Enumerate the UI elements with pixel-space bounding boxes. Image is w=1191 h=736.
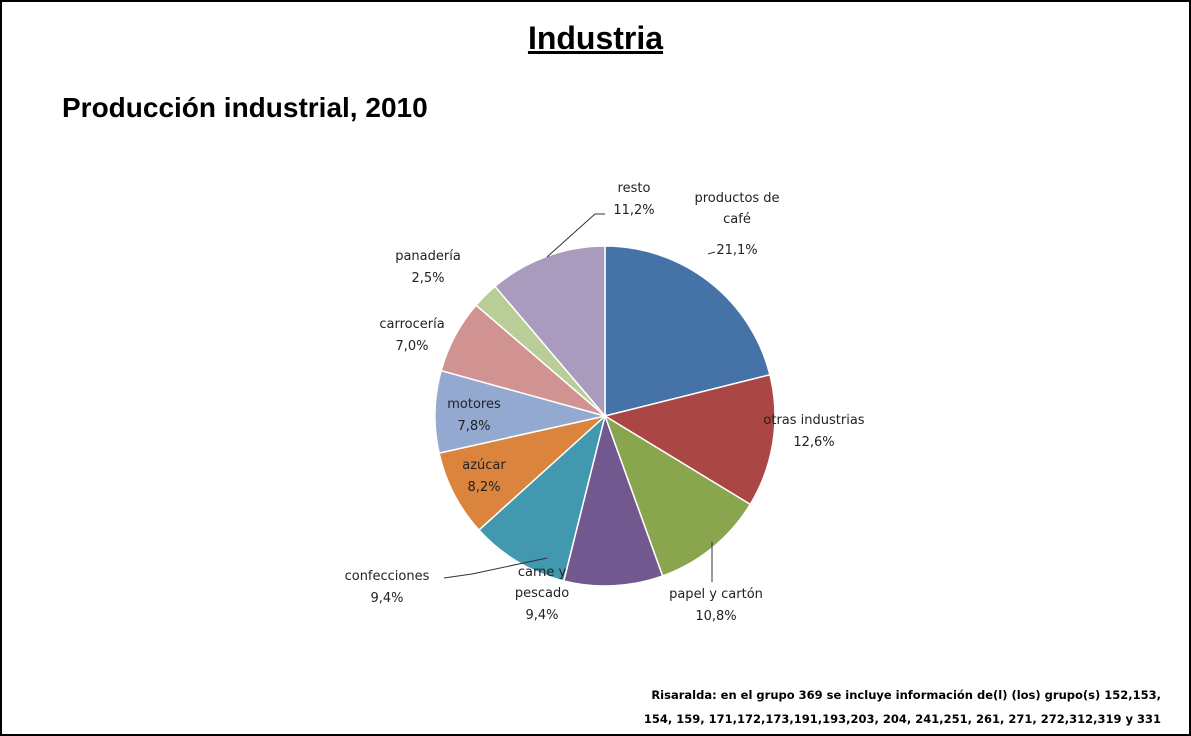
pie-slice — [603, 373, 776, 506]
slice-label: otras industrias — [763, 413, 865, 428]
value-label: 10,8% — [695, 609, 737, 624]
footnote: 154, 159, 171,172,173,191,193,203, 204, … — [643, 712, 1161, 726]
slice-label: confecciones — [344, 569, 430, 584]
pie-slice — [562, 413, 664, 587]
leader-lines — [443, 213, 716, 582]
pie-slice — [604, 245, 771, 417]
leader-line — [443, 557, 548, 579]
value-label: 11,2% — [613, 203, 655, 218]
value-label: 7,8% — [457, 419, 491, 434]
slice-label: carne y pescado — [514, 565, 570, 601]
pie-slice — [493, 245, 606, 419]
value-label: 9,4% — [370, 591, 404, 606]
slice-label: azúcar — [462, 458, 506, 473]
value-label: 2,5% — [411, 271, 445, 286]
slice-label: carrocería — [379, 317, 445, 332]
value-label: 9,4% — [525, 608, 559, 623]
chart-title: Producción industrial, 2010 — [62, 92, 428, 123]
pie — [434, 245, 776, 587]
slice-label: productos de café — [694, 191, 780, 227]
leader-line — [707, 251, 716, 255]
value-label: 12,6% — [793, 435, 835, 450]
value-label: 7,0% — [395, 339, 429, 354]
leader-line — [546, 213, 605, 258]
slice-label: papel y cartón — [669, 587, 763, 602]
value-label: 21,1% — [716, 243, 758, 258]
value-label: 8,2% — [467, 480, 501, 495]
footnote: Risaralda: en el grupo 369 se incluye in… — [651, 688, 1161, 702]
slice-label: resto — [617, 181, 651, 196]
pie-slice — [477, 413, 607, 582]
page-header: Industria — [527, 20, 664, 56]
slice-label: panadería — [395, 249, 461, 264]
slice-label: motores — [447, 397, 501, 412]
